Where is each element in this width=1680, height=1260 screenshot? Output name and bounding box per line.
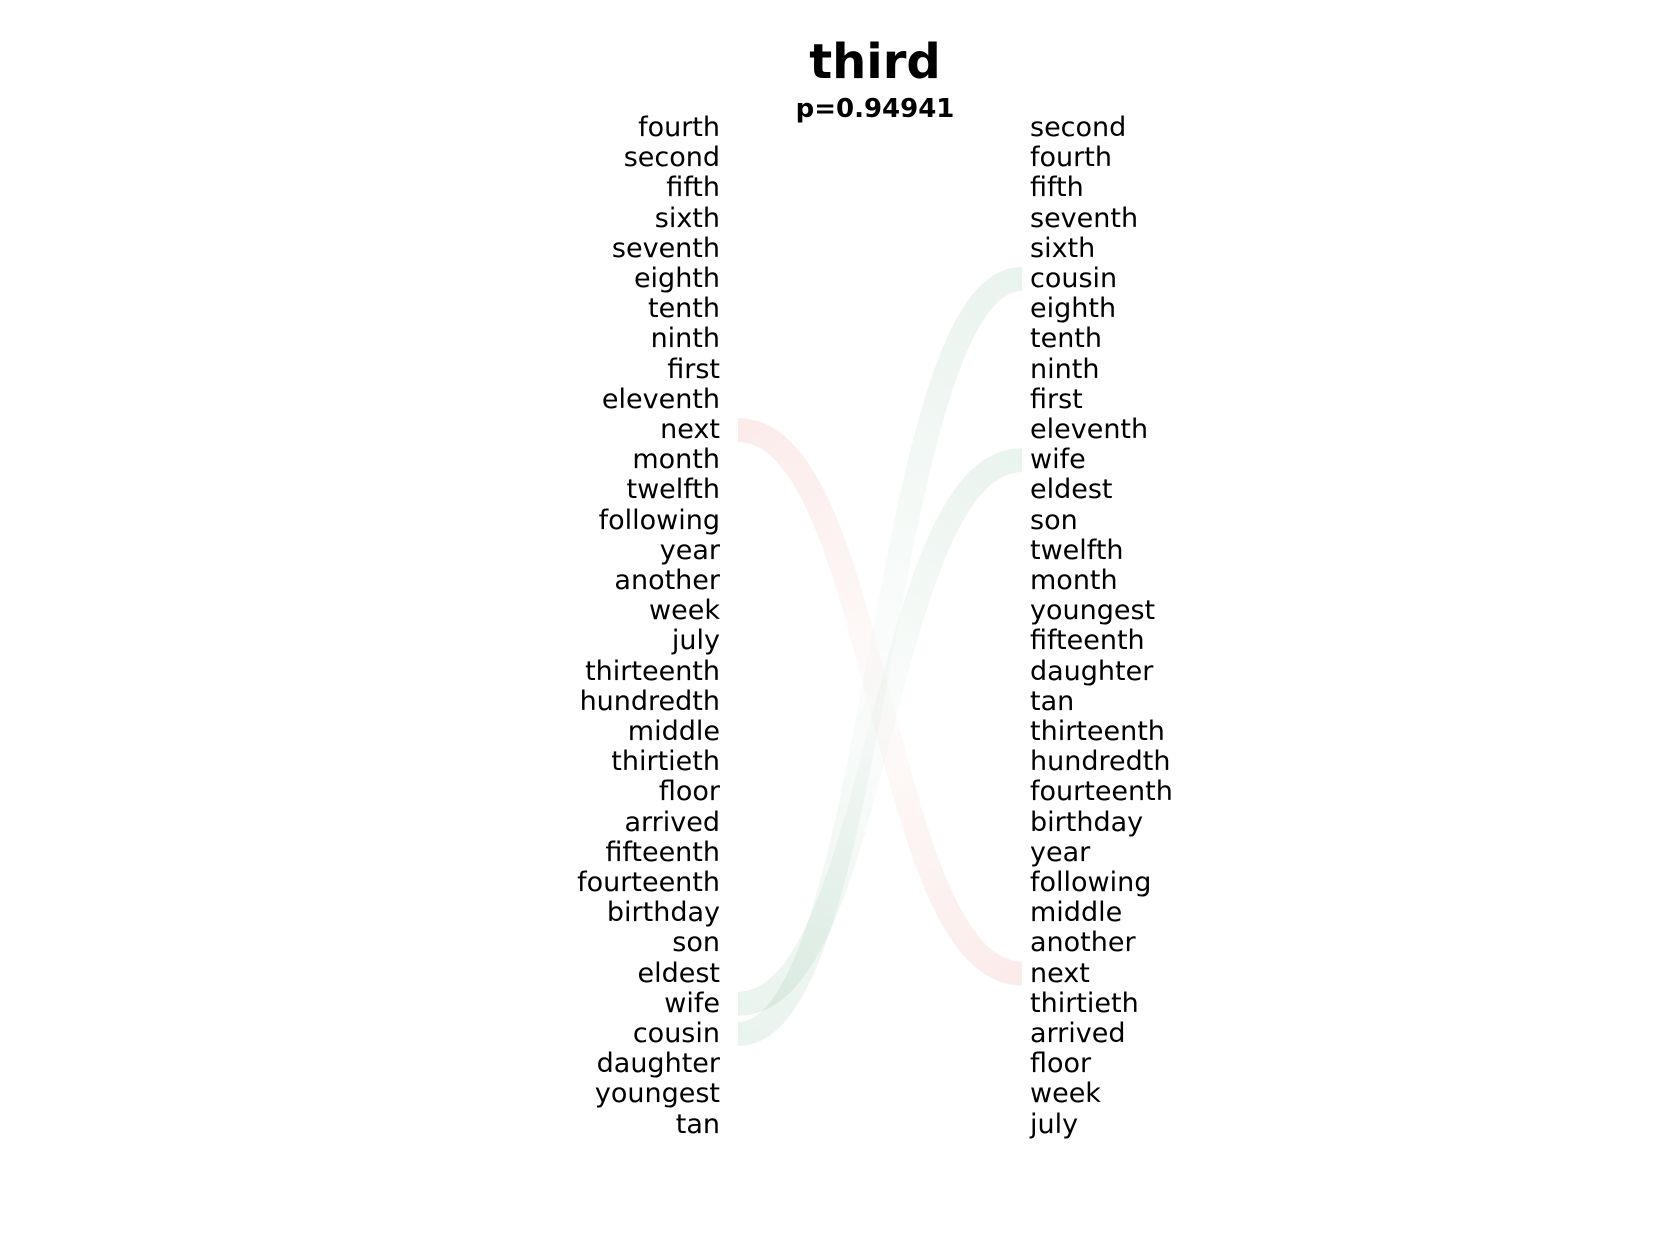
right-word-birthday: birthday [1030, 806, 1144, 838]
left-word-thirteenth: thirteenth [585, 655, 720, 687]
right-word-month: month [1030, 565, 1118, 596]
left-word-tan: tan [675, 1108, 720, 1140]
right-word-sixth: sixth [1030, 232, 1096, 264]
right-word-fifteenth: fifteenth [1030, 625, 1145, 657]
left-word-seventh: seventh [611, 232, 720, 264]
left-word-week: week [649, 595, 720, 627]
left-word-tenth: tenth [647, 293, 720, 325]
right-word-july: july [1030, 1108, 1079, 1140]
right-word-daughter: daughter [1030, 655, 1154, 687]
right-word-following: following [1030, 867, 1152, 898]
right-word-fourteenth: fourteenth [1030, 776, 1173, 808]
right-word-wife: wife [1030, 444, 1086, 476]
left-word-thirtieth: thirtieth [611, 746, 720, 778]
diagram-subtitle: p=0.94941 [795, 94, 955, 124]
right-word-tan: tan [1030, 685, 1075, 717]
left-word-eldest: eldest [637, 957, 720, 989]
left-word-floor: floor [658, 776, 720, 808]
right-word-fifth: fifth [1030, 172, 1084, 204]
left-word-youngest: youngest [594, 1078, 720, 1110]
left-word-twelfth: twelfth [626, 474, 720, 506]
left-word-next: next [660, 414, 720, 445]
right-word-twelfth: twelfth [1030, 534, 1124, 566]
right-word-son: son [1030, 504, 1078, 536]
left-word-fifteenth: fifteenth [605, 836, 720, 868]
right-word-thirteenth: thirteenth [1030, 716, 1165, 747]
left-word-arrived: arrived [624, 806, 720, 838]
left-word-eleventh: eleventh [601, 383, 720, 415]
left-word-daughter: daughter [596, 1048, 720, 1080]
left-word-eighth: eighth [633, 263, 720, 294]
right-word-next: next [1030, 957, 1090, 989]
left-word-ninth: ninth [650, 323, 720, 355]
right-word-eighth: eighth [1030, 293, 1117, 325]
link-wife [736, 448, 1024, 1016]
left-word-cousin: cousin [632, 1018, 720, 1049]
link-cousin [736, 267, 1024, 1046]
right-word-youngest: youngest [1030, 595, 1156, 627]
right-word-middle: middle [1030, 897, 1123, 929]
left-word-fourth: fourth [638, 112, 720, 143]
left-word-year: year [659, 534, 720, 566]
left-word-fifth: fifth [666, 172, 720, 204]
right-word-week: week [1030, 1078, 1101, 1110]
left-word-another: another [614, 565, 720, 596]
right-word-floor: floor [1030, 1048, 1092, 1080]
right-word-first: first [1030, 383, 1083, 415]
left-word-month: month [632, 444, 720, 476]
right-word-hundredth: hundredth [1030, 746, 1171, 778]
right-word-cousin: cousin [1030, 263, 1118, 294]
right-word-ninth: ninth [1030, 353, 1100, 385]
left-word-son: son [672, 927, 720, 959]
right-word-tenth: tenth [1030, 323, 1103, 355]
left-word-sixth: sixth [654, 202, 720, 234]
left-word-second: second [623, 142, 720, 174]
right-word-fourth: fourth [1030, 142, 1112, 174]
right-word-year: year [1030, 836, 1091, 868]
left-word-fourteenth: fourteenth [577, 867, 720, 898]
right-word-eldest: eldest [1030, 474, 1113, 506]
right-word-eleventh: eleventh [1030, 414, 1149, 445]
right-word-arrived: arrived [1030, 1018, 1126, 1049]
left-word-following: following [598, 504, 720, 536]
right-word-thirtieth: thirtieth [1030, 987, 1139, 1019]
right-word-second: second [1030, 112, 1127, 143]
left-word-hundredth: hundredth [579, 685, 720, 717]
left-word-first: first [667, 353, 720, 385]
right-word-another: another [1030, 927, 1136, 959]
diagram-title: third [809, 34, 941, 90]
left-word-birthday: birthday [606, 897, 720, 929]
left-word-wife: wife [664, 987, 720, 1019]
left-word-july: july [671, 625, 720, 657]
right-word-seventh: seventh [1030, 202, 1139, 234]
left-word-middle: middle [627, 716, 720, 747]
